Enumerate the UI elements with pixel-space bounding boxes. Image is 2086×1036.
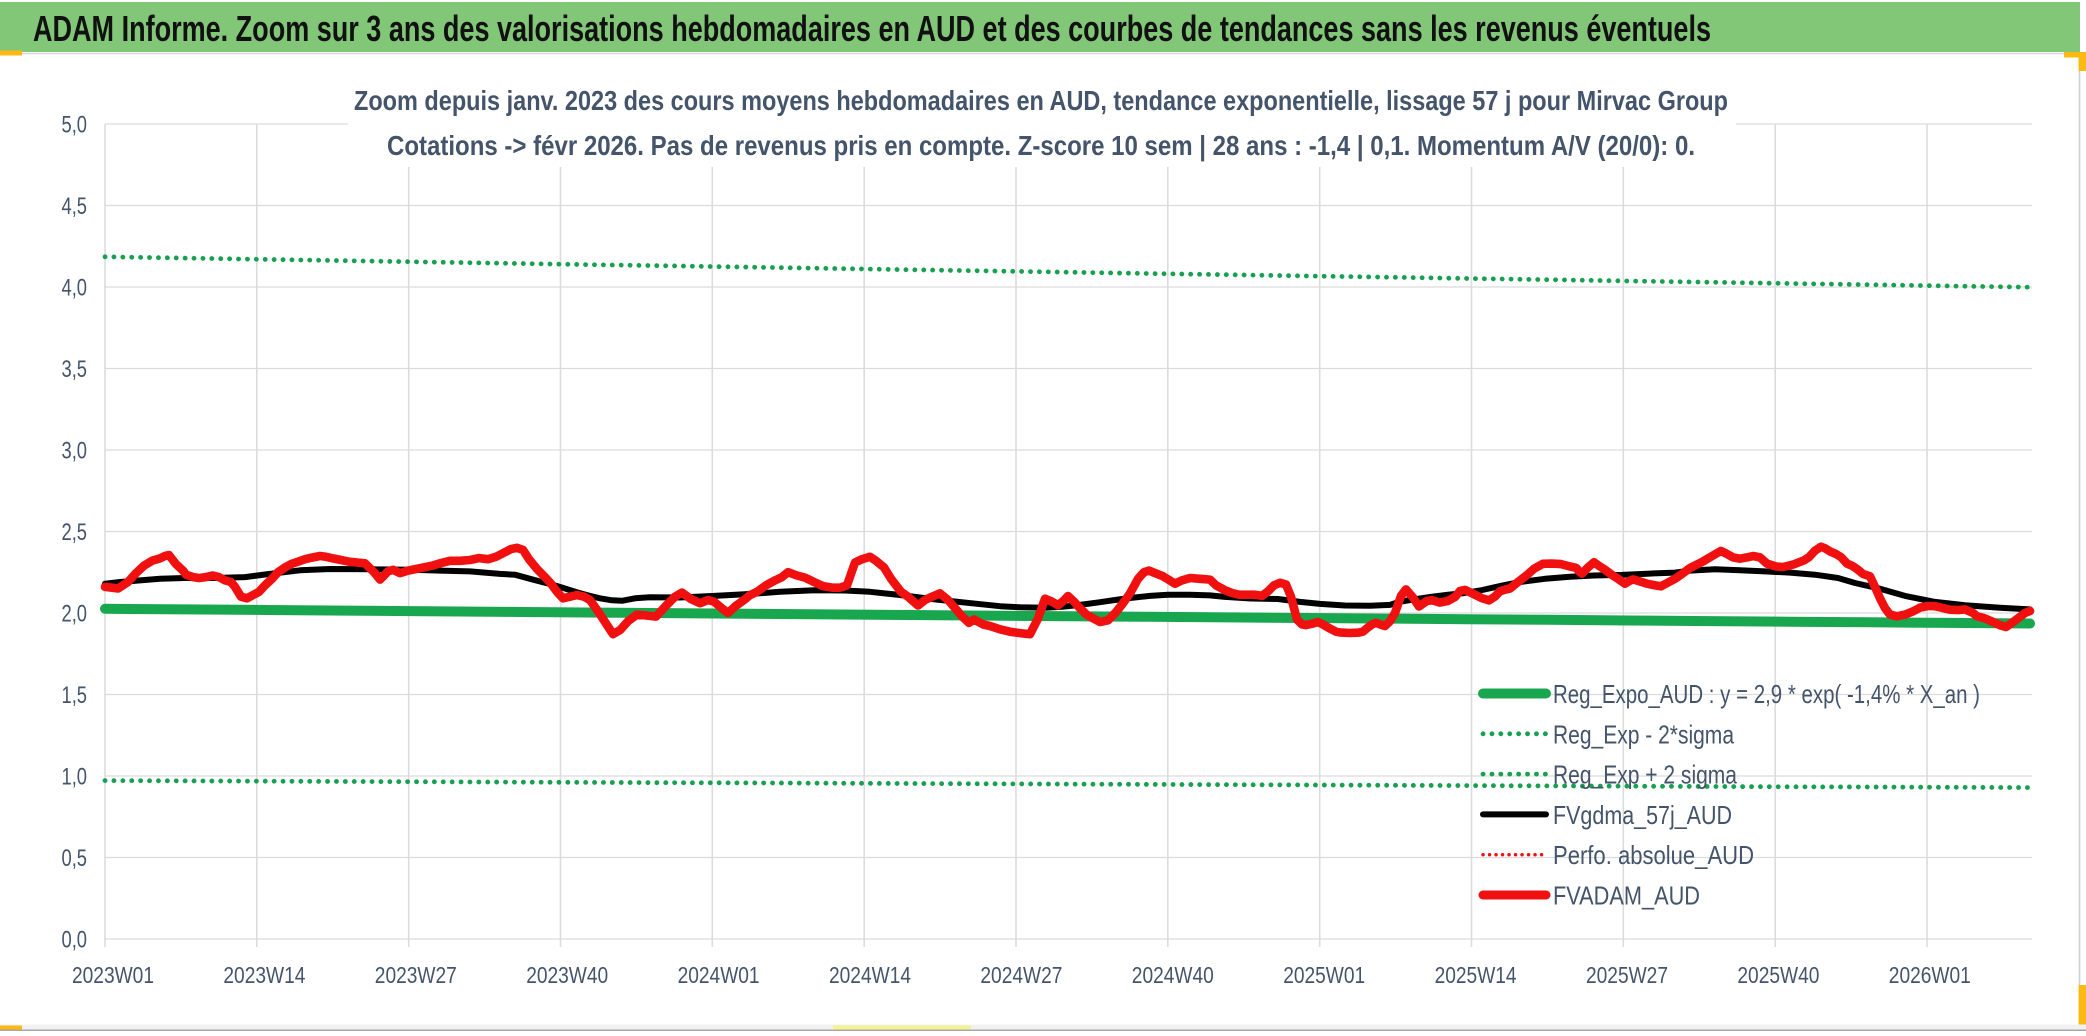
svg-text:2024W27: 2024W27 <box>980 962 1062 988</box>
svg-text:2,5: 2,5 <box>62 519 88 546</box>
svg-text:FVgdma_57j_AUD: FVgdma_57j_AUD <box>1553 800 1732 830</box>
svg-text:2025W01: 2025W01 <box>1283 962 1365 988</box>
svg-text:2023W14: 2023W14 <box>223 962 305 988</box>
svg-text:4,0: 4,0 <box>62 274 88 301</box>
svg-text:2026W01: 2026W01 <box>1889 962 1971 988</box>
svg-text:1,5: 1,5 <box>62 682 88 709</box>
svg-text:Reg_Exp - 2*sigma: Reg_Exp - 2*sigma <box>1553 719 1734 749</box>
svg-text:2024W40: 2024W40 <box>1132 962 1214 988</box>
svg-text:3,5: 3,5 <box>62 356 88 383</box>
svg-text:2025W40: 2025W40 <box>1737 962 1819 988</box>
svg-text:4,5: 4,5 <box>62 193 88 220</box>
svg-text:2025W27: 2025W27 <box>1586 962 1668 988</box>
svg-text:1,0: 1,0 <box>62 763 88 790</box>
svg-text:Reg_Exp + 2 sigma: Reg_Exp + 2 sigma <box>1553 760 1737 790</box>
svg-text:Perfo. absolue_AUD: Perfo. absolue_AUD <box>1553 840 1754 870</box>
svg-text:2024W01: 2024W01 <box>678 962 760 988</box>
svg-text:2023W01: 2023W01 <box>72 962 154 988</box>
svg-text:2023W40: 2023W40 <box>526 962 608 988</box>
svg-text:FVADAM_AUD: FVADAM_AUD <box>1553 881 1700 911</box>
svg-text:Cotations -> févr 2026. Pas de: Cotations -> févr 2026. Pas de revenus p… <box>387 130 1695 161</box>
svg-text:2,0: 2,0 <box>62 600 88 627</box>
svg-text:5,0: 5,0 <box>62 111 88 138</box>
svg-text:Reg_Expo_AUD : y = 2,9 * exp(: Reg_Expo_AUD : y = 2,9 * exp( -1,4% * X_… <box>1553 679 1980 709</box>
svg-text:2023W27: 2023W27 <box>375 962 457 988</box>
svg-text:3,0: 3,0 <box>62 437 88 464</box>
svg-text:0,0: 0,0 <box>62 926 88 953</box>
svg-text:2024W14: 2024W14 <box>829 962 911 988</box>
svg-text:2025W14: 2025W14 <box>1435 962 1517 988</box>
svg-text:0,5: 0,5 <box>62 845 88 872</box>
svg-text:ADAM Informe. Zoom sur 3 ans d: ADAM Informe. Zoom sur 3 ans des valoris… <box>33 8 1711 49</box>
svg-text:Zoom depuis janv. 2023 des cou: Zoom depuis janv. 2023 des cours moyens … <box>354 85 1728 116</box>
